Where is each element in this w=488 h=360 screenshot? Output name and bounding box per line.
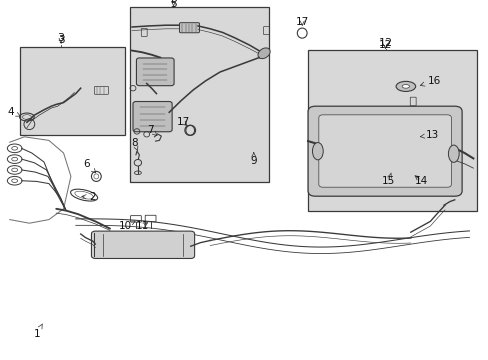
Bar <box>307 50 476 211</box>
Text: 4: 4 <box>7 107 20 117</box>
FancyBboxPatch shape <box>136 58 174 86</box>
Text: 13: 13 <box>419 130 439 140</box>
Text: 8: 8 <box>131 138 138 151</box>
Text: 11: 11 <box>135 221 149 231</box>
Ellipse shape <box>312 143 323 160</box>
Text: 2: 2 <box>81 192 96 202</box>
Ellipse shape <box>447 145 458 162</box>
Text: 5: 5 <box>170 0 177 4</box>
FancyBboxPatch shape <box>91 231 194 258</box>
Text: 1: 1 <box>33 324 42 339</box>
Text: 17: 17 <box>295 17 308 27</box>
Bar <box>20 47 124 135</box>
Text: 3: 3 <box>58 35 64 45</box>
Text: 14: 14 <box>414 176 427 186</box>
Text: 7: 7 <box>147 125 157 136</box>
Bar <box>129 7 268 182</box>
FancyBboxPatch shape <box>179 23 199 33</box>
Text: 9: 9 <box>250 153 257 166</box>
Text: 10: 10 <box>119 221 135 231</box>
Text: 12: 12 <box>378 40 391 50</box>
FancyBboxPatch shape <box>318 115 450 187</box>
Text: 16: 16 <box>420 76 440 86</box>
FancyBboxPatch shape <box>133 102 172 132</box>
Text: 17: 17 <box>176 117 190 127</box>
Text: 3: 3 <box>58 33 64 43</box>
Text: 6: 6 <box>83 159 96 173</box>
Ellipse shape <box>401 85 409 88</box>
FancyBboxPatch shape <box>307 106 461 196</box>
Ellipse shape <box>258 48 269 59</box>
Text: 5: 5 <box>170 0 177 9</box>
Ellipse shape <box>395 81 415 91</box>
Text: 12: 12 <box>379 37 392 48</box>
Text: 15: 15 <box>381 173 395 186</box>
